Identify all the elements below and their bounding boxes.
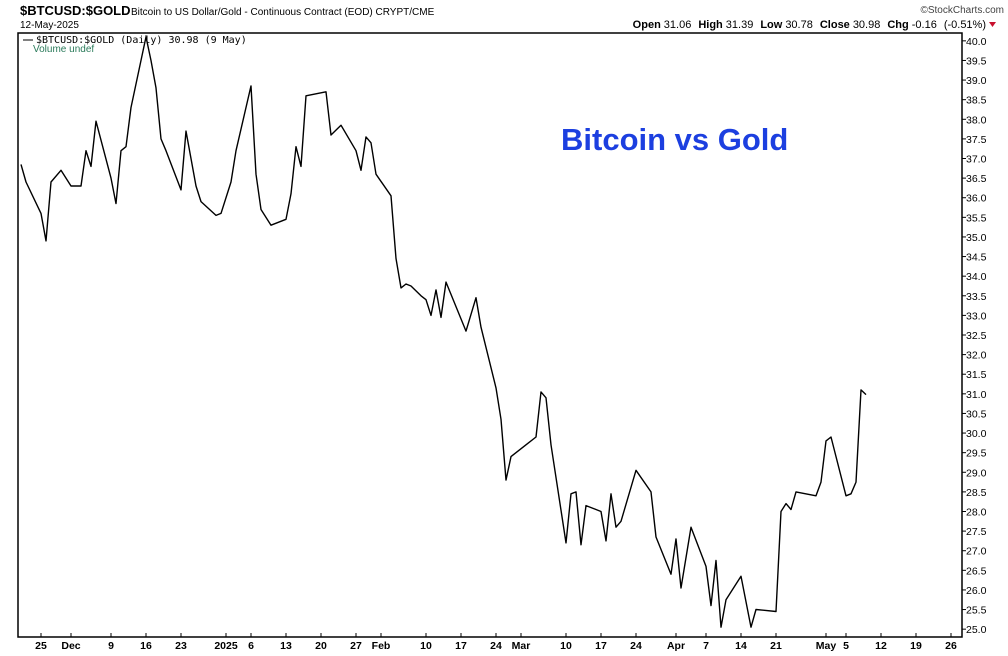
y-tick-label: 37.5 [966,134,987,146]
y-tick-label: 37.0 [966,154,987,166]
quote-value: 31.06 [664,19,692,31]
x-tick-label: 16 [140,640,152,652]
x-tick-label: 27 [350,640,362,652]
y-tick-label: 33.5 [966,291,987,303]
y-tick-label: 25.0 [966,624,987,636]
quote-label: High [698,19,723,31]
y-tick-label: 35.5 [966,212,987,224]
y-tick-label: 36.0 [966,193,987,205]
x-tick-label: 25 [35,640,47,652]
x-tick-label: 10 [420,640,432,652]
x-tick-label: Apr [667,640,685,652]
y-tick-label: 40.0 [966,36,987,48]
price-line [20,36,867,628]
y-tick-label: 25.5 [966,605,987,617]
y-tick-label: 39.5 [966,55,987,67]
legend-label: $BTCUSD:$GOLD (Daily) 30.98 (9 May) [36,35,247,46]
y-tick-label: 29.0 [966,467,987,479]
y-tick-label: 30.5 [966,408,987,420]
y-tick-label: 26.5 [966,565,987,577]
x-tick-label: 24 [630,640,642,652]
y-tick-label: 30.0 [966,428,987,440]
quote-value: 30.98 [853,19,881,31]
x-tick-label: 6 [248,640,254,652]
y-tick-label: 31.5 [966,369,987,381]
quote: Open 31.06 High 31.39 Low 30.78 Close 30.98 Chg -… [633,19,996,31]
y-tick-label: 29.5 [966,448,987,460]
quote-label: Chg [887,19,908,31]
x-tick-label: May [816,640,837,652]
symbol: $BTCUSD:$GOLD [20,3,131,18]
x-tick-label: 26 [945,640,957,652]
quote-label: Open [633,19,661,31]
x-tick-label: 21 [770,640,782,652]
y-tick-label: 26.0 [966,585,987,597]
quote-value: 30.78 [785,19,813,31]
credit: ©StockCharts.com [920,5,1004,16]
y-tick-label: 34.5 [966,252,987,264]
x-tick-label: 9 [108,640,114,652]
x-tick-label: Feb [372,640,391,652]
annotation: Bitcoin vs Gold [561,122,788,157]
quote-value: 31.39 [726,19,754,31]
y-tick-label: 32.5 [966,330,987,342]
y-tick-label: 28.5 [966,487,987,499]
quote-change-pct: (-0.51%) [944,19,986,31]
volume-note: Volume undef [33,44,94,55]
x-tick-label: 14 [735,640,747,652]
x-tick-label: 24 [490,640,502,652]
x-tick-label: 12 [875,640,887,652]
x-tick-label: 5 [843,640,849,652]
y-tick-label: 38.0 [966,114,987,126]
y-tick-label: 35.0 [966,232,987,244]
quote-label: Low [760,19,782,31]
x-tick-label: 10 [560,640,572,652]
y-tick-label: 34.0 [966,271,987,283]
chart-title: Bitcoin to US Dollar/Gold - Continuous C… [131,7,435,18]
x-tick-label: 7 [703,640,709,652]
y-tick-label: 38.5 [966,95,987,107]
y-tick-label: 39.0 [966,75,987,87]
quote-label: Close [820,19,850,31]
y-tick-label: 27.5 [966,526,987,538]
x-tick-label: 2025 [214,640,238,652]
x-tick-label: 19 [910,640,922,652]
x-tick-label: 13 [280,640,292,652]
date: 12-May-2025 [20,20,79,31]
y-tick-label: 28.0 [966,506,987,518]
x-tick-label: 20 [315,640,327,652]
quote-value: -0.16 [912,19,937,31]
x-tick-label: 17 [595,640,607,652]
x-tick-label: 23 [175,640,187,652]
x-tick-label: Dec [61,640,80,652]
x-tick-label: 17 [455,640,467,652]
y-tick-label: 31.0 [966,389,987,401]
y-tick-label: 27.0 [966,546,987,558]
y-tick-label: 32.0 [966,350,987,362]
x-tick-label: Mar [512,640,531,652]
change-indicator [989,22,996,27]
y-tick-label: 33.0 [966,310,987,322]
y-tick-label: 36.5 [966,173,987,185]
